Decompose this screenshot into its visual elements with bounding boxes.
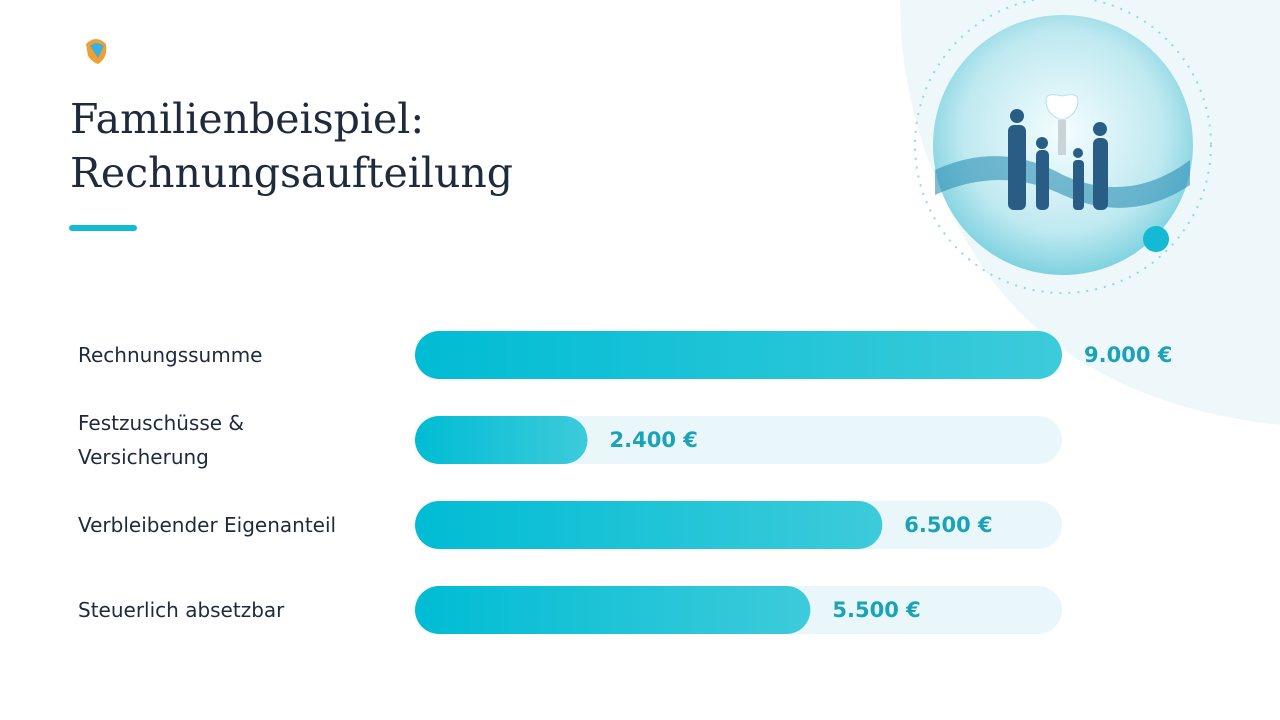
bar	[415, 501, 883, 549]
wave	[935, 156, 1190, 208]
title: Familienbeispiel: Rechnungsaufteilung	[70, 95, 514, 197]
category-label: Steuerlich absetzbar	[78, 598, 285, 622]
value-label: 9.000 €	[1084, 343, 1173, 367]
bar	[415, 416, 588, 464]
value-label: 2.400 €	[609, 428, 698, 452]
category-label: Festzuschüsse & Versicherung	[78, 411, 245, 469]
category-label: Rechnungssumme	[78, 343, 263, 367]
dotted-ring	[914, 0, 1212, 294]
value-label: 5.500 €	[832, 598, 921, 622]
value-label: 6.500 €	[904, 513, 993, 537]
title-accent	[69, 225, 137, 231]
category-label: Verbleibender Eigenanteil	[78, 513, 337, 537]
family	[1008, 109, 1108, 210]
implant	[1058, 120, 1066, 155]
logo-detail	[90, 43, 104, 58]
bar	[415, 331, 1062, 379]
tooth	[1045, 94, 1079, 121]
bar	[415, 586, 811, 634]
accent-dot	[1143, 226, 1169, 252]
